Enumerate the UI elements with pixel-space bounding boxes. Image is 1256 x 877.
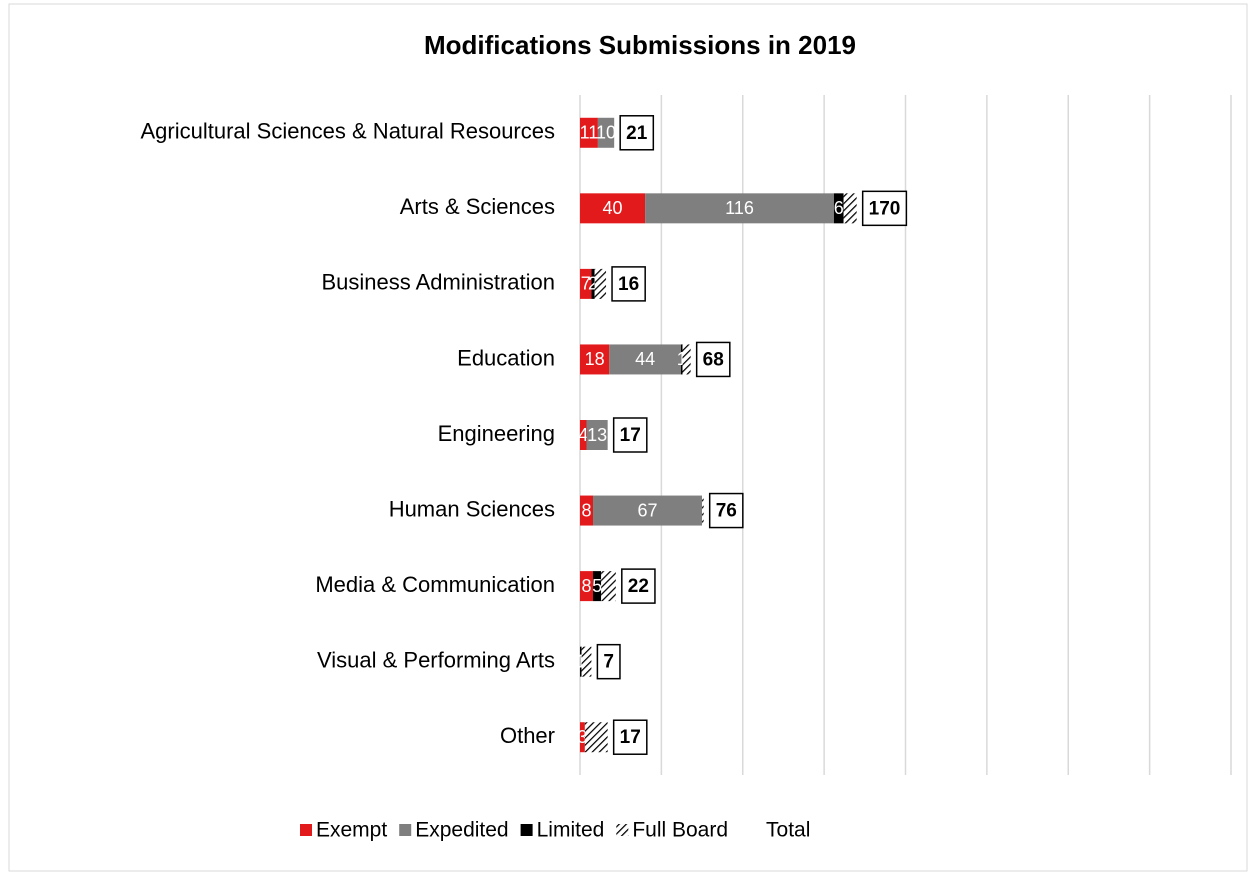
bar-segment	[645, 193, 834, 224]
bar-segment	[580, 117, 598, 148]
y-tick-label: Engineering	[438, 421, 555, 446]
total-box	[596, 643, 621, 680]
data-label: 10	[596, 123, 616, 143]
bar-segment	[591, 268, 595, 299]
data-label: 16	[618, 274, 639, 295]
data-label: 3	[577, 727, 587, 747]
total-label: 22	[621, 568, 656, 604]
bar-segment	[580, 420, 587, 450]
y-tick-label: Media & Communication	[315, 572, 555, 597]
data-label: 21	[626, 123, 648, 144]
total-label: 16	[611, 266, 646, 302]
y-tick-label: Education	[457, 345, 555, 370]
total-box	[621, 568, 656, 604]
data-label: 1	[576, 651, 586, 671]
data-label: 6	[834, 198, 844, 218]
bar-segment	[833, 193, 844, 224]
bar-segment	[580, 722, 585, 753]
total-box	[611, 266, 646, 302]
total-box	[612, 417, 648, 453]
bar-segment	[702, 495, 704, 526]
bar-segment	[594, 268, 607, 299]
bar-segment	[584, 722, 608, 753]
bar-segment	[580, 193, 646, 224]
data-label: 22	[628, 576, 649, 597]
bar-segment	[581, 646, 592, 677]
data-label: 5	[592, 576, 602, 596]
legend-label: Total	[766, 819, 810, 842]
legend-label: Expedited	[415, 819, 508, 842]
legend-swatch	[399, 824, 412, 836]
data-label: 44	[635, 349, 655, 369]
bar-segment	[682, 344, 691, 375]
y-tick-label: Human Sciences	[389, 496, 555, 521]
data-label: 17	[620, 727, 641, 748]
legend-swatch	[520, 824, 533, 836]
total-label: 21	[619, 115, 655, 151]
bar-segment	[580, 646, 582, 677]
y-tick-label: Business Administration	[321, 270, 555, 295]
bar-segment	[597, 117, 615, 148]
legend-label: Exempt	[316, 819, 387, 842]
total-box	[695, 341, 731, 378]
total-label: 76	[708, 492, 744, 529]
total-label: 7	[596, 643, 621, 680]
bar-segment	[680, 344, 683, 375]
bar-segment	[593, 495, 703, 526]
total-box	[612, 719, 648, 755]
legend-swatch	[616, 824, 629, 836]
bar-segment	[609, 344, 681, 375]
data-label: 7	[581, 274, 591, 294]
total-label: 68	[695, 341, 731, 378]
legend-label: Full Board	[632, 819, 728, 842]
data-label: 1	[677, 349, 687, 369]
data-label: 13	[587, 425, 607, 445]
data-label: 7	[603, 652, 614, 673]
bar-segment	[593, 571, 602, 602]
data-label: 170	[869, 198, 901, 219]
total-box	[861, 190, 908, 227]
data-label: 68	[703, 349, 724, 370]
legend-swatch	[300, 824, 312, 836]
total-label: 17	[612, 719, 648, 755]
data-label: 17	[620, 425, 641, 446]
data-label: 11	[580, 123, 599, 143]
y-tick-label: Agricultural Sciences & Natural Resource…	[140, 119, 555, 144]
bar-segment	[843, 193, 857, 224]
data-label: 76	[716, 501, 737, 522]
y-tick-label: Arts & Sciences	[400, 194, 555, 219]
legend-label: Limited	[537, 819, 605, 842]
data-label: 8	[582, 576, 592, 596]
bar-segment	[580, 571, 594, 602]
bar-segment	[586, 420, 608, 450]
data-label: 116	[725, 198, 754, 218]
data-label: 40	[603, 198, 623, 218]
total-box	[619, 115, 655, 151]
data-label: 4	[578, 425, 588, 445]
data-label: 18	[585, 349, 605, 369]
bar-segment	[580, 268, 592, 299]
y-tick-label: Other	[500, 723, 555, 748]
data-label: 2	[588, 274, 598, 294]
total-box	[708, 492, 744, 529]
bar-segment	[580, 495, 594, 526]
data-label: 8	[582, 500, 592, 520]
total-label: 17	[612, 417, 648, 453]
data-label: 67	[638, 500, 658, 520]
chart-title: Modifications Submissions in 2019	[424, 30, 856, 60]
y-tick-label: Visual & Performing Arts	[317, 647, 555, 672]
bar-segment	[580, 344, 610, 375]
total-label: 170	[861, 190, 908, 227]
bar-segment	[601, 571, 616, 602]
